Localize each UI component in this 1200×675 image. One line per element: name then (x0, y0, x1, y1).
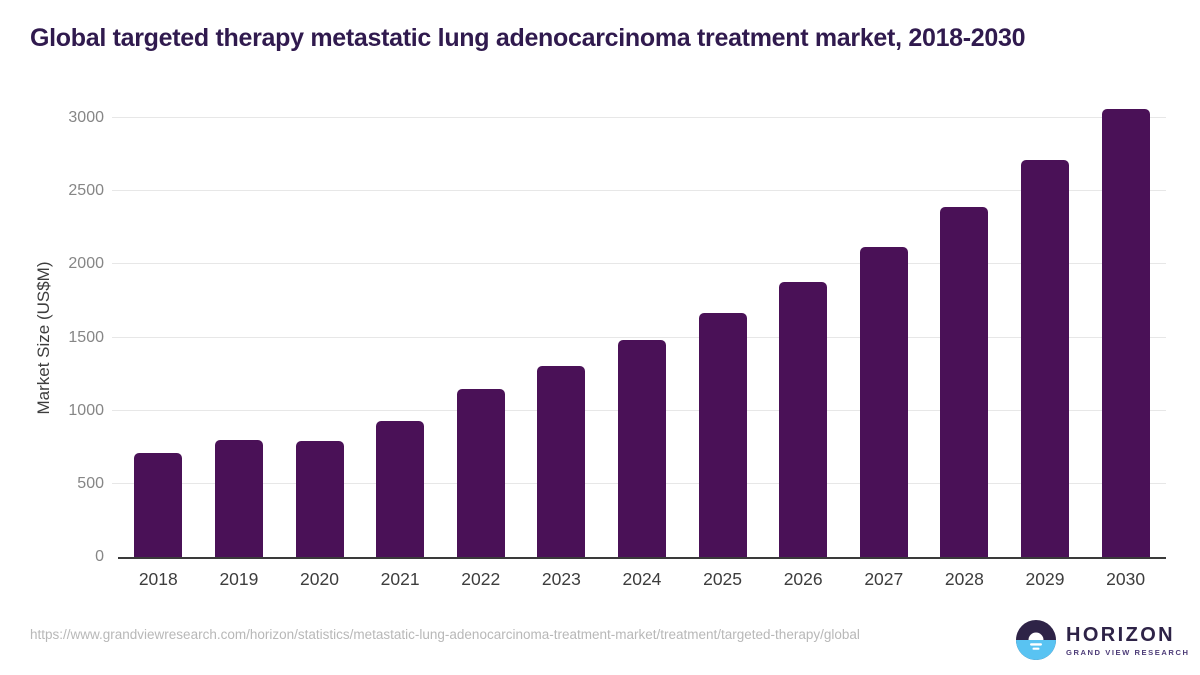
source-url: https://www.grandviewresearch.com/horizo… (30, 627, 860, 642)
logo-horizon-line-2 (1032, 647, 1040, 650)
bar-slot-2025 (682, 313, 763, 557)
bars-row (118, 109, 1166, 557)
bar-slot-2027 (843, 246, 924, 557)
bar-slot-2021 (360, 420, 441, 557)
x-axis-labels: 2018 2019 2020 2021 2022 2023 2024 2025 2026 2027… (118, 569, 1166, 590)
page-title: Global targeted therapy metastatic lung … (30, 24, 1026, 52)
y-tick-label: 2500 (68, 182, 104, 200)
y-tick-label: 500 (77, 474, 104, 492)
bar-2020 (295, 440, 344, 557)
bar-slot-2022 (440, 388, 521, 557)
bar-2030 (1101, 109, 1150, 557)
x-tick-label-2029: 2029 (1025, 569, 1065, 589)
y-tick-label: 0 (95, 548, 104, 565)
y-tick-label: 1500 (68, 328, 104, 346)
bar-2018 (134, 453, 183, 557)
x-tick-label-2019: 2019 (219, 569, 259, 589)
x-tick-label-2022: 2022 (461, 569, 501, 589)
logo-subtitle: GRAND VIEW RESEARCH (1066, 647, 1190, 657)
bar-2021 (376, 420, 425, 557)
y-axis-ticks: 0 500 1000 1500 2000 2500 3000 (0, 110, 104, 565)
bar-2023 (537, 366, 586, 557)
bar-2027 (859, 246, 908, 557)
y-tick-label: 2000 (68, 255, 104, 273)
x-tick-label-2028: 2028 (944, 569, 984, 589)
x-tick-label-2023: 2023 (541, 569, 581, 589)
x-tick-label-2030: 2030 (1106, 569, 1146, 589)
gridline (112, 190, 1166, 192)
horizon-sun-icon (1016, 620, 1056, 660)
bar-slot-2026 (763, 281, 844, 557)
plot-area (112, 109, 1166, 559)
logo-text: HORIZON GRAND VIEW RESEARCH (1066, 624, 1190, 657)
gridline (112, 336, 1166, 338)
bar-slot-2028 (924, 206, 1005, 557)
y-tick-label: 3000 (68, 109, 104, 126)
y-tick-label: 1000 (68, 401, 104, 419)
bar-slot-2023 (521, 366, 602, 557)
bar-slot-2030 (1085, 109, 1166, 557)
logo-brand-name: HORIZON (1066, 623, 1176, 646)
bar-2022 (456, 388, 505, 557)
gridline (112, 263, 1166, 265)
logo-circle-bottom (1016, 640, 1056, 660)
gridline (112, 117, 1166, 118)
bar-slot-2019 (199, 439, 280, 557)
bar-2029 (1021, 160, 1069, 557)
x-tick-label-2025: 2025 (703, 569, 743, 589)
x-tick-label-2020: 2020 (300, 569, 339, 589)
bar-2026 (779, 281, 828, 557)
bar-2028 (940, 206, 989, 557)
bar-slot-2024 (602, 340, 683, 557)
bar-slot-2029 (1005, 160, 1086, 557)
bar-2025 (698, 313, 747, 557)
x-tick-label-2026: 2026 (783, 569, 823, 589)
bar-slot-2018 (118, 453, 199, 557)
bar-2024 (617, 340, 666, 557)
brand-logo: HORIZON GRAND VIEW RESEARCH (1016, 620, 1190, 660)
logo-sun (1028, 632, 1044, 640)
x-tick-label-2024: 2024 (622, 569, 662, 589)
bar-slot-2020 (279, 440, 360, 557)
logo-horizon-line-1 (1030, 643, 1042, 646)
x-tick-label-2027: 2027 (864, 569, 904, 589)
bar-2019 (214, 439, 263, 557)
x-tick-label-2021: 2021 (380, 569, 420, 589)
x-tick-label-2018: 2018 (138, 569, 178, 589)
